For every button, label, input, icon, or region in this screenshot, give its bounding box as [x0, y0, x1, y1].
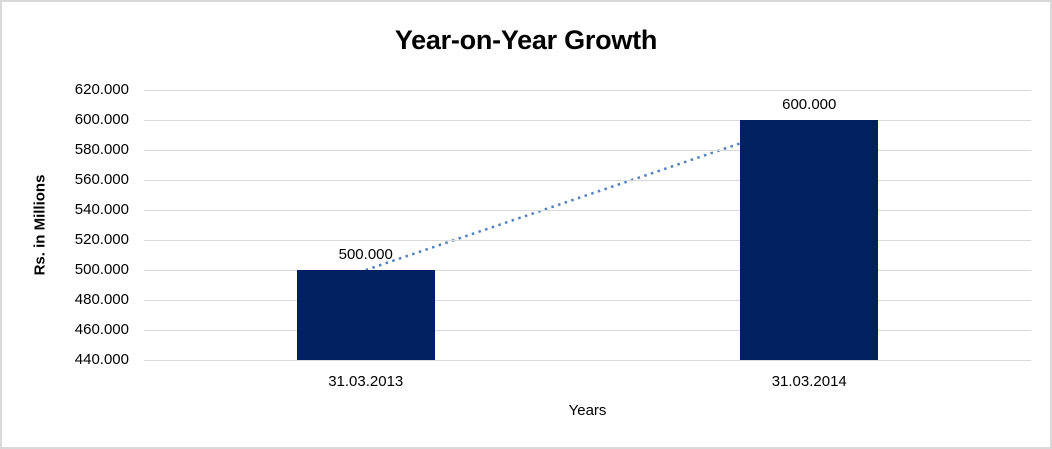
trendline	[365, 118, 810, 272]
bar-value-label: 500.000	[338, 246, 393, 263]
y-axis-tick-label: 460.000	[74, 321, 129, 338]
chart-title: Year-on-Year Growth	[394, 25, 658, 55]
plot-area: 500.000 600.000	[144, 90, 1031, 361]
bar	[296, 270, 435, 360]
y-axis-tick-label: 540.000	[74, 201, 129, 218]
x-axis-tick-label: 31.03.2014	[771, 373, 847, 390]
gridline	[144, 270, 1031, 271]
y-axis-tick-label: 620.000	[74, 81, 129, 98]
y-axis-tick-label: 500.000	[74, 261, 129, 278]
gridline	[144, 330, 1031, 331]
y-axis-tick-label: 600.000	[74, 111, 129, 128]
y-axis-tick-label: 520.000	[74, 231, 129, 248]
y-axis-tick-label: 480.000	[74, 291, 129, 308]
y-axis-tick-label: 440.000	[74, 351, 129, 368]
bar-value-label: 600.000	[782, 96, 837, 113]
gridline	[144, 90, 1031, 91]
gridline	[144, 150, 1031, 151]
gridline	[144, 180, 1031, 181]
gridline	[144, 300, 1031, 301]
bar	[740, 120, 879, 360]
gridline	[144, 240, 1031, 241]
gridline	[144, 120, 1031, 121]
gridline	[144, 210, 1031, 211]
y-axis-tick-label: 580.000	[74, 141, 129, 158]
y-axis-tick-label: 560.000	[74, 171, 129, 188]
x-axis-title: Years	[568, 402, 607, 419]
x-axis-tick-label: 31.03.2013	[328, 373, 404, 390]
gridline	[144, 360, 1031, 361]
